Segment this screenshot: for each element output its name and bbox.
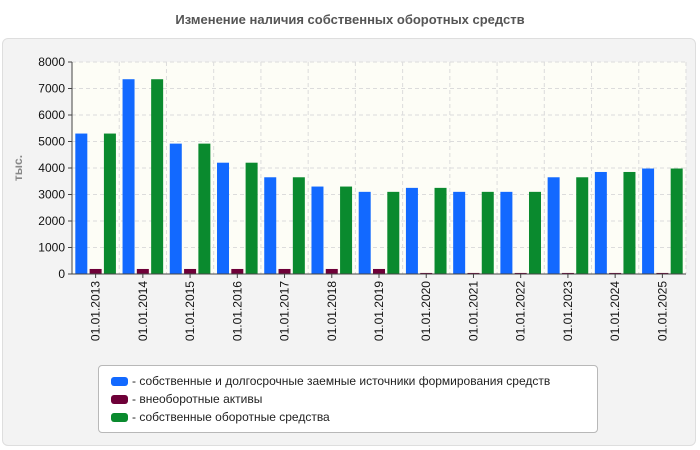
x-tick-label-7: 01.01.2020 [419, 281, 433, 341]
bar-sources-7 [405, 187, 418, 274]
legend-swatch-working-capital [111, 412, 128, 422]
y-tick-label-1: 1000 [38, 241, 65, 255]
bar-noncurrent-assets-4 [278, 268, 291, 274]
bar-noncurrent-assets-8 [467, 272, 480, 274]
y-tick-label-4: 4000 [38, 161, 65, 175]
bar-sources-8 [453, 191, 466, 274]
bar-sources-4 [264, 177, 277, 274]
bar-noncurrent-assets-3 [231, 268, 244, 274]
bar-sources-6 [358, 191, 371, 274]
x-tick-label-5: 01.01.2018 [325, 281, 339, 341]
chart-title: Изменение наличия собственных оборотных … [175, 12, 525, 27]
x-tick-label-11: 01.01.2024 [608, 281, 622, 341]
bar-working-capital-12 [670, 168, 683, 274]
bar-working-capital-9 [528, 191, 541, 274]
bar-noncurrent-assets-9 [514, 272, 527, 274]
bar-working-capital-10 [576, 177, 589, 274]
bar-sources-11 [594, 171, 607, 274]
bar-sources-9 [500, 191, 513, 274]
bar-working-capital-8 [481, 191, 494, 274]
bar-noncurrent-assets-2 [184, 268, 197, 274]
bar-working-capital-4 [292, 177, 305, 274]
bar-noncurrent-assets-7 [420, 272, 433, 274]
x-tick-label-1: 01.01.2014 [136, 281, 150, 341]
bar-working-capital-5 [340, 186, 353, 274]
x-tick-label-2: 01.01.2015 [183, 281, 197, 341]
y-tick-label-8: 8000 [38, 55, 65, 69]
legend-item-noncurrent-assets: - внеоборотные активы [111, 390, 597, 408]
legend-label-working-capital: - собственные оборотные средства [132, 410, 330, 424]
legend-label-noncurrent-assets: - внеоборотные активы [132, 392, 263, 406]
x-tick-label-10: 01.01.2023 [561, 281, 575, 341]
bar-sources-3 [217, 162, 230, 274]
bar-noncurrent-assets-10 [561, 272, 574, 274]
y-tick-label-0: 0 [58, 267, 65, 281]
legend-swatch-sources [111, 376, 128, 386]
bar-noncurrent-assets-11 [609, 272, 622, 274]
legend-label-sources: - собственные и долгосрочные заемные ист… [132, 374, 551, 388]
x-tick-label-8: 01.01.2021 [466, 281, 480, 341]
bar-noncurrent-assets-12 [656, 272, 669, 274]
y-tick-label-6: 6000 [38, 108, 65, 122]
bar-working-capital-1 [151, 79, 164, 274]
x-tick-label-9: 01.01.2022 [514, 281, 528, 341]
bar-sources-2 [169, 143, 182, 274]
bar-sources-12 [642, 168, 655, 274]
bar-working-capital-11 [623, 171, 636, 274]
bar-working-capital-2 [198, 143, 211, 274]
bar-working-capital-6 [387, 191, 400, 274]
bar-noncurrent-assets-0 [89, 268, 102, 274]
y-tick-label-5: 5000 [38, 135, 65, 149]
y-tick-label-7: 7000 [38, 82, 65, 96]
bar-working-capital-0 [103, 133, 116, 274]
x-tick-label-3: 01.01.2016 [230, 281, 244, 341]
y-axis-title: тыс. [11, 155, 25, 181]
y-tick-label-2: 2000 [38, 214, 65, 228]
legend-swatch-noncurrent-assets [111, 394, 128, 404]
legend-item-working-capital: - собственные оборотные средства [111, 408, 597, 426]
y-tick-label-3: 3000 [38, 188, 65, 202]
bar-sources-5 [311, 186, 324, 274]
bar-noncurrent-assets-1 [136, 268, 149, 274]
x-tick-label-0: 01.01.2013 [89, 281, 103, 341]
chart-legend: - собственные и долгосрочные заемные ист… [98, 365, 598, 433]
bar-sources-0 [75, 133, 88, 274]
x-tick-label-4: 01.01.2017 [278, 281, 292, 341]
legend-item-sources: - собственные и долгосрочные заемные ист… [111, 372, 597, 390]
x-tick-label-6: 01.01.2019 [372, 281, 386, 341]
bar-sources-10 [547, 177, 560, 274]
x-tick-label-12: 01.01.2025 [655, 281, 669, 341]
bar-working-capital-3 [245, 162, 258, 274]
bar-sources-1 [122, 79, 135, 274]
bar-working-capital-7 [434, 187, 447, 274]
bar-noncurrent-assets-6 [373, 268, 385, 274]
bar-noncurrent-assets-5 [325, 268, 338, 274]
